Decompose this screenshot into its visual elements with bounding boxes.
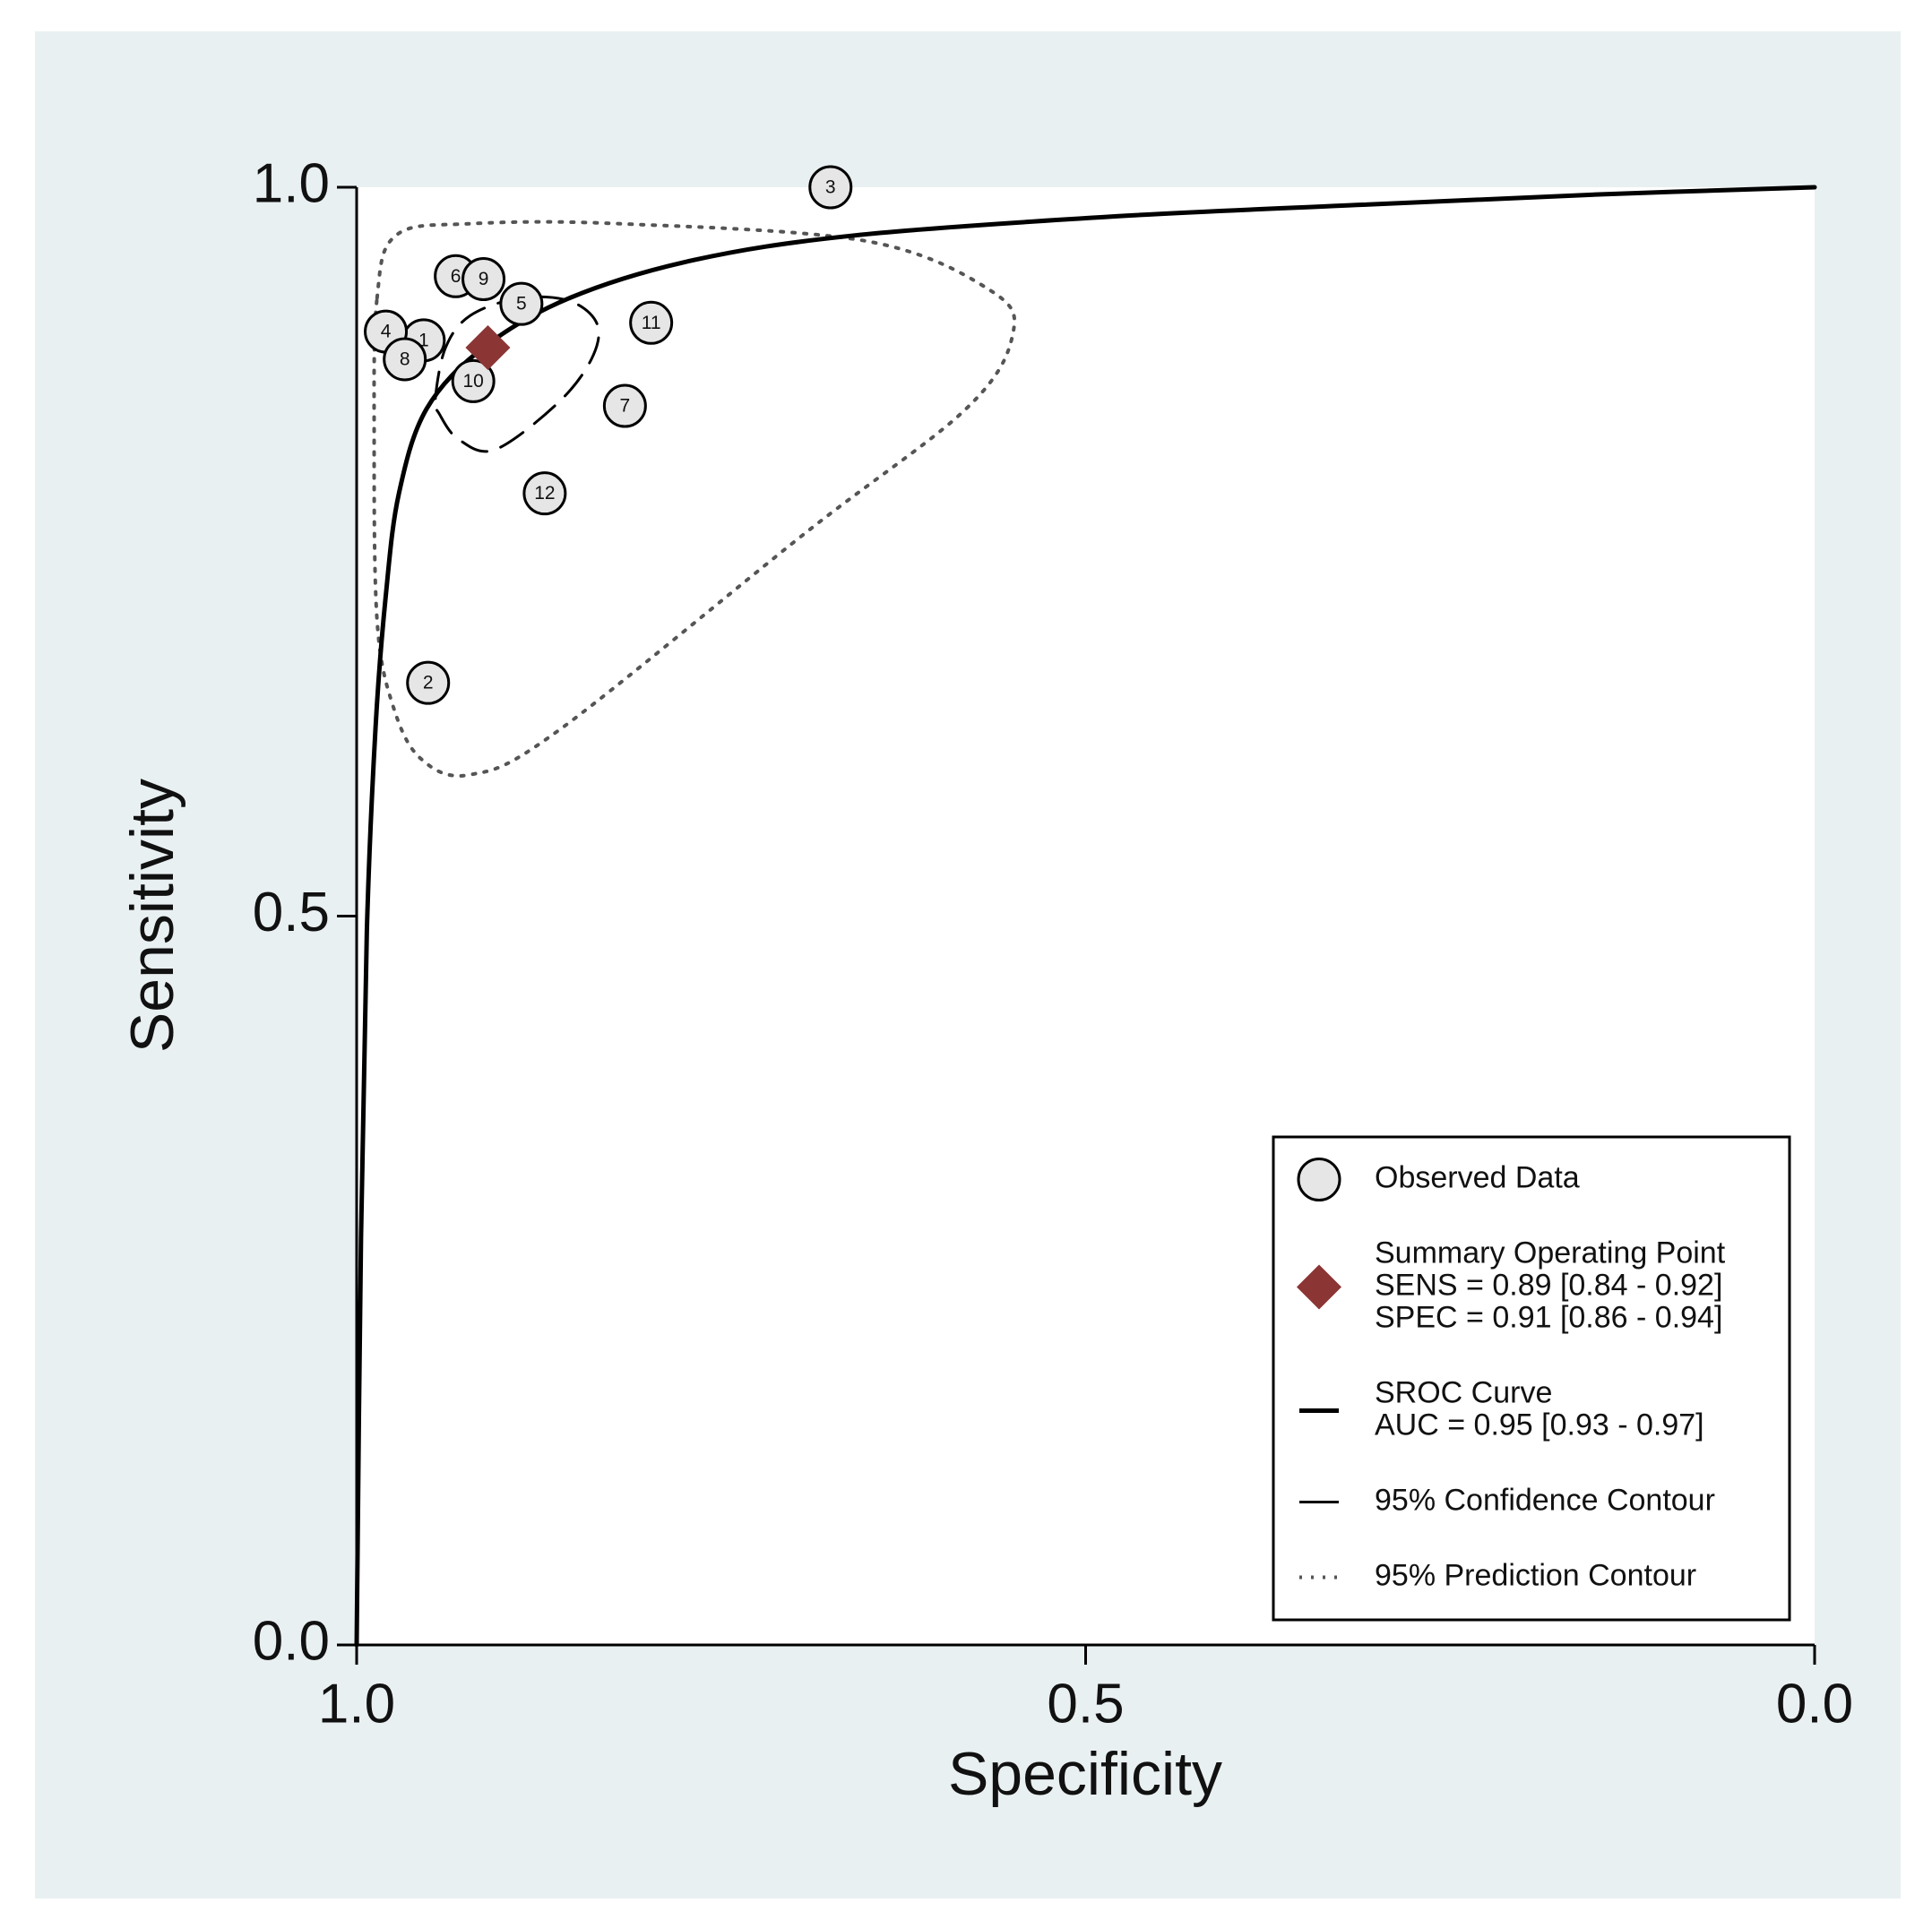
study-circle: [629, 300, 674, 345]
x-tick-label: 0.5: [1047, 1673, 1124, 1735]
study-circle: [451, 358, 496, 403]
legend-detail: SPEC = 0.91 [0.86 - 0.94]: [1375, 1300, 1722, 1334]
study-label: 11: [642, 313, 661, 333]
study-point: 3: [808, 165, 853, 210]
study-circle: [522, 471, 567, 516]
x-tick-label: 1.0: [318, 1673, 395, 1735]
study-circle: [406, 660, 451, 705]
study-label: 12: [534, 483, 555, 504]
summary-point: [465, 324, 511, 370]
study-label: 6: [451, 266, 461, 287]
legend-detail: AUC = 0.95 [0.93 - 0.97]: [1375, 1408, 1704, 1442]
study-point: 8: [383, 337, 427, 382]
study-label: 10: [462, 371, 483, 392]
legend-detail: SENS = 0.89 [0.84 - 0.92]: [1375, 1268, 1722, 1302]
legend-label: 95% Prediction Contour: [1375, 1558, 1696, 1592]
study-label: 4: [381, 322, 392, 342]
x-tick-label: 0.0: [1776, 1673, 1853, 1735]
legend-label: 95% Confidence Contour: [1375, 1483, 1715, 1517]
legend-label: SROC Curve: [1375, 1375, 1552, 1409]
study-circle: [602, 383, 647, 428]
legend-symbol: [1297, 1158, 1341, 1201]
study-point: 7: [602, 383, 647, 428]
y-axis-title: Sensitivity: [118, 779, 186, 1053]
study-point: 10: [451, 358, 496, 403]
study-label: 5: [516, 294, 527, 314]
study-point: 2: [406, 660, 451, 705]
y-tick-label: 0.0: [253, 1610, 330, 1672]
study-circle: [499, 281, 544, 326]
study-label: 2: [423, 673, 434, 693]
y-tick-label: 0.5: [253, 882, 330, 943]
study-label: 8: [400, 349, 410, 370]
legend-symbol: [1297, 1264, 1341, 1310]
contour-line: [434, 295, 600, 453]
y-tick-label: 1.0: [253, 152, 330, 214]
study-point: 9: [461, 257, 506, 302]
study-point: 11: [629, 300, 674, 345]
study-label: 1: [418, 330, 429, 350]
legend: Observed Data Summary Operating PointSENS…: [1272, 1135, 1791, 1622]
study-circle: [383, 337, 427, 382]
legend-label: Observed Data: [1375, 1160, 1580, 1194]
study-label: 7: [620, 396, 631, 417]
study-circle: [461, 257, 506, 302]
study-label: 3: [825, 177, 836, 198]
x-axis-title: Specificity: [948, 1740, 1222, 1808]
study-circle: [808, 165, 853, 210]
study-label: 9: [479, 269, 489, 289]
study-point: 12: [522, 471, 567, 516]
legend-label: Summary Operating Point: [1375, 1236, 1726, 1270]
legend-box: [1272, 1135, 1791, 1622]
study-point: 5: [499, 281, 544, 326]
